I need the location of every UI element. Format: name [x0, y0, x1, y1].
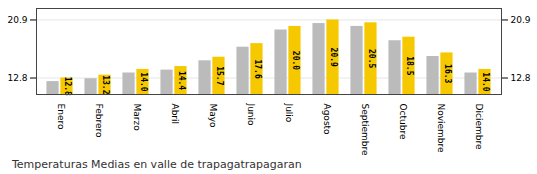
svg-text:20.9: 20.9 — [7, 15, 27, 25]
svg-text:Octubre: Octubre — [398, 104, 408, 140]
svg-text:13.2: 13.2 — [101, 75, 110, 94]
svg-text:Enero: Enero — [56, 104, 66, 130]
svg-text:Julio: Julio — [284, 103, 294, 123]
svg-text:20.9: 20.9 — [511, 15, 531, 25]
html-text:Temperaturas Medias en valle d: Temperaturas Medias en valle de trapagat… — [12, 158, 302, 171]
svg-text:17.6: 17.6 — [253, 59, 262, 78]
svg-text:Diciembre: Diciembre — [474, 104, 484, 150]
svg-text:16.3: 16.3 — [443, 64, 452, 83]
svg-text:Mayo: Mayo — [208, 104, 218, 129]
svg-text:12.8: 12.8 — [511, 73, 531, 83]
svg-text:20.0: 20.0 — [291, 51, 300, 70]
svg-text:14.0: 14.0 — [139, 72, 148, 91]
svg-text:Marzo: Marzo — [132, 104, 142, 132]
svg-text:Noviembre: Noviembre — [436, 104, 446, 154]
svg-text:Agosto: Agosto — [322, 104, 332, 136]
svg-text:Junio: Junio — [246, 103, 256, 127]
svg-text:Septiembre: Septiembre — [360, 104, 370, 157]
svg-text:15.7: 15.7 — [215, 66, 224, 85]
svg-text:14.0: 14.0 — [481, 72, 490, 91]
svg-text:18.5: 18.5 — [405, 56, 414, 75]
svg-text:12.8: 12.8 — [7, 73, 27, 83]
svg-text:20.5: 20.5 — [367, 49, 376, 68]
svg-text:Abril: Abril — [170, 104, 180, 125]
svg-text:Febrero: Febrero — [94, 104, 104, 138]
svg-text:12.8: 12.8 — [63, 77, 72, 96]
svg-text:20.9: 20.9 — [329, 48, 338, 67]
svg-text:14.4: 14.4 — [177, 71, 186, 90]
